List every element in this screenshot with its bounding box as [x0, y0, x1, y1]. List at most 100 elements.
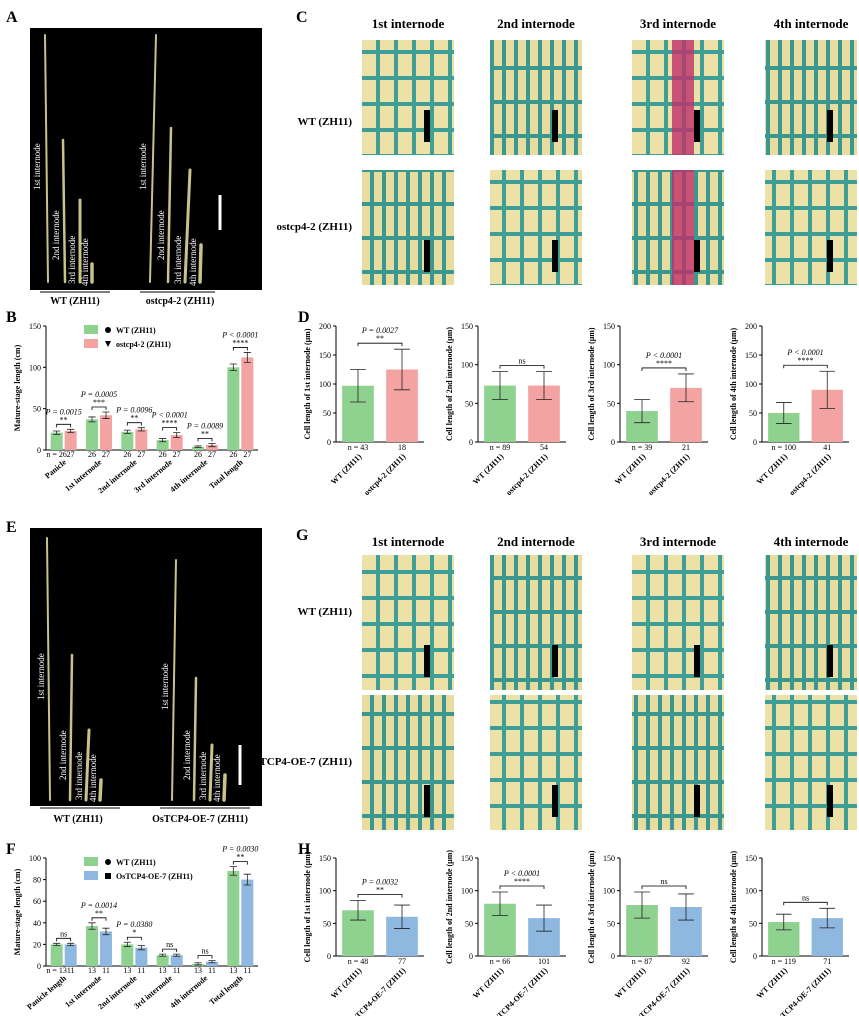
n-label: 11 — [137, 966, 145, 975]
error-bar — [102, 927, 110, 936]
bar — [121, 431, 134, 450]
y-tick-label: 100 — [29, 363, 41, 372]
y-axis-label: Cell length of 4th internode (μm) — [729, 328, 738, 441]
significance-stars: ** — [130, 414, 138, 423]
scale-bar — [552, 110, 558, 142]
micrograph — [362, 695, 454, 830]
y-tick-label: 0 — [469, 438, 473, 447]
y-tick-label: 40 — [33, 919, 41, 928]
y-tick-label: 0 — [37, 962, 41, 971]
y-tick-label: 150 — [603, 322, 615, 331]
panel-letter: B — [6, 309, 17, 326]
x-tick-label: Total length — [208, 457, 245, 490]
x-tick-label: WT (ZH11) — [471, 452, 506, 487]
x-tick-label: WT (ZH11) — [613, 452, 648, 487]
x-tick-label: 4th internode — [168, 457, 209, 494]
error-bar — [819, 370, 836, 409]
genotype-label: WT (ZH11) — [53, 814, 103, 825]
error-bar — [208, 960, 216, 964]
x-tick-label: Total length — [208, 973, 245, 1006]
bracket — [499, 885, 545, 889]
panel-letter: A — [6, 9, 18, 26]
error-bar — [159, 953, 167, 957]
p-value: P = 0.0089 — [186, 421, 223, 430]
error-bar — [229, 363, 237, 372]
n-label: n = 119 — [772, 957, 796, 966]
bar — [85, 419, 98, 450]
y-tick-label: 150 — [461, 854, 473, 863]
micrograph — [490, 555, 582, 690]
p-value: P = 0.0380 — [115, 920, 152, 929]
scale-bar — [694, 110, 700, 142]
n-label: 27 — [208, 450, 216, 459]
column-header: 2nd internode — [497, 534, 575, 549]
error-bar — [53, 942, 61, 946]
error-bar — [137, 427, 145, 432]
n-label: 13 — [159, 966, 167, 975]
genotype-label: OsTCP4-OE-7 (ZH11) — [152, 814, 248, 825]
y-tick-label: 100 — [461, 361, 473, 370]
scale-bar — [827, 110, 833, 142]
x-tick-label: 4th internode — [168, 973, 209, 1010]
bracket — [162, 948, 178, 953]
x-tick-label: ostcp4-2 (ZH11) — [646, 452, 691, 497]
y-axis-label: Cell length of 2nd internode (μm) — [445, 327, 454, 441]
x-tick-label: WT (ZH11) — [329, 452, 364, 487]
y-axis-label: Cell length of 1st internode (μm) — [303, 851, 312, 962]
y-tick-label: 50 — [465, 919, 473, 928]
y-tick-label: 150 — [745, 854, 757, 863]
error-bar — [394, 348, 410, 391]
y-tick-label: 50 — [749, 919, 757, 928]
bracket — [783, 901, 828, 906]
error-bar — [208, 442, 216, 448]
y-tick-label: 80 — [33, 876, 41, 885]
y-tick-label: 0 — [37, 446, 41, 455]
stem-label: 2nd internode — [51, 210, 61, 260]
n-label: 18 — [398, 443, 406, 452]
micrograph — [632, 695, 724, 830]
error-bar — [53, 430, 61, 435]
legend-swatch — [84, 871, 98, 880]
legend-swatch — [84, 325, 98, 334]
panel-letter: D — [298, 309, 310, 326]
y-tick-label: 100 — [461, 887, 473, 896]
bracket — [232, 861, 248, 865]
error-bar — [243, 873, 251, 886]
bar — [135, 429, 148, 450]
y-tick-label: 50 — [465, 399, 473, 408]
panel-letter: F — [6, 841, 16, 858]
legend-label: ostcp4-2 (ZH11) — [116, 340, 171, 349]
y-tick-label: 0 — [753, 438, 757, 447]
stem-label: 2nd internode — [182, 730, 192, 780]
x-tick-label: ostcp4-2 (ZH11) — [787, 452, 832, 497]
error-bar — [88, 922, 96, 930]
error-bar — [492, 891, 508, 916]
error-bar — [350, 900, 366, 921]
y-tick-label: 50 — [607, 919, 615, 928]
y-tick-label: 100 — [319, 380, 331, 389]
legend-swatch — [84, 339, 98, 348]
bracket — [783, 364, 828, 369]
bracket — [56, 937, 72, 942]
n-label: n = 48 — [348, 957, 369, 966]
micrograph — [765, 40, 857, 155]
significance-stars: *** — [93, 398, 105, 407]
error-bar — [102, 411, 110, 419]
y-axis-label: Mature-stage length (cm) — [13, 344, 22, 431]
n-label: 13 — [229, 966, 237, 975]
y-tick-label: 50 — [607, 399, 615, 408]
error-bar — [678, 893, 694, 921]
n-label: 27 — [102, 450, 110, 459]
error-bar — [819, 907, 836, 929]
y-tick-label: 100 — [319, 887, 331, 896]
significance-stars: **** — [232, 338, 248, 347]
stain — [672, 170, 694, 285]
bracket — [197, 955, 213, 959]
scale-bar — [827, 645, 833, 677]
axes — [45, 326, 258, 451]
y-tick-label: 0 — [611, 438, 615, 447]
error-bar — [634, 891, 650, 919]
error-bar — [775, 913, 792, 931]
n-label: 92 — [682, 957, 690, 966]
